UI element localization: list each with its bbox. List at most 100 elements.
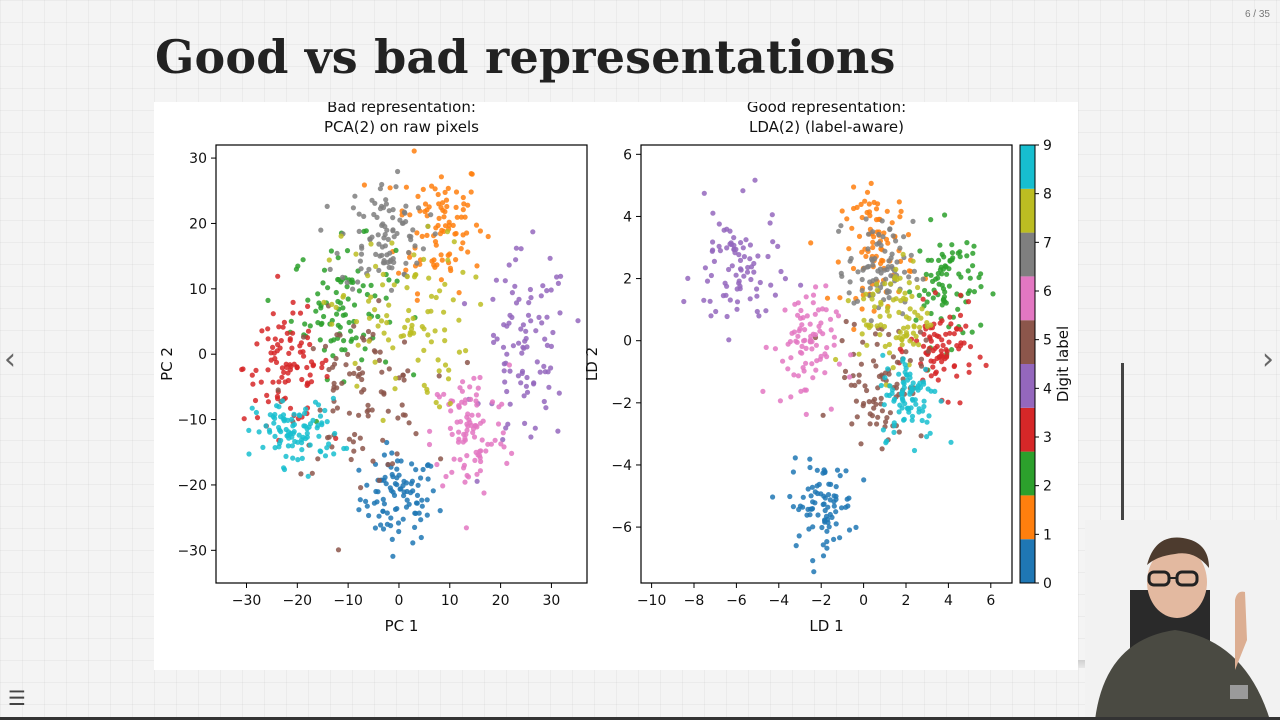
data-point bbox=[870, 398, 876, 405]
data-point bbox=[378, 318, 385, 324]
data-point bbox=[507, 401, 513, 407]
data-point bbox=[478, 301, 484, 307]
data-point bbox=[910, 397, 916, 403]
data-point bbox=[389, 240, 395, 246]
data-point bbox=[944, 353, 950, 359]
data-point bbox=[456, 404, 462, 410]
data-point bbox=[716, 243, 722, 249]
data-point bbox=[424, 512, 430, 518]
data-point bbox=[809, 361, 815, 367]
x-tick-label: −30 bbox=[232, 593, 262, 609]
data-point bbox=[905, 232, 912, 238]
data-point bbox=[829, 514, 835, 520]
data-point bbox=[934, 355, 940, 361]
data-point bbox=[338, 233, 344, 239]
slide-title: Good vs bad representations bbox=[155, 30, 896, 84]
data-point bbox=[298, 340, 304, 346]
data-point bbox=[785, 366, 791, 372]
data-point bbox=[396, 528, 402, 535]
data-point bbox=[966, 369, 972, 375]
data-point bbox=[825, 516, 831, 522]
data-point bbox=[810, 292, 817, 298]
data-point bbox=[421, 326, 427, 332]
data-point bbox=[528, 434, 534, 440]
data-point bbox=[796, 328, 802, 334]
data-point bbox=[464, 427, 470, 433]
data-point bbox=[408, 237, 414, 243]
data-point bbox=[341, 445, 347, 452]
data-point bbox=[249, 372, 255, 378]
data-point bbox=[785, 341, 791, 347]
data-point bbox=[885, 240, 891, 246]
data-point bbox=[864, 387, 870, 394]
next-slide-button[interactable]: › bbox=[1262, 342, 1274, 377]
data-point bbox=[410, 315, 416, 321]
data-point bbox=[447, 425, 453, 431]
data-point bbox=[772, 346, 779, 352]
data-point bbox=[751, 260, 757, 267]
data-point bbox=[920, 276, 926, 282]
colorbar-tick-label: 0 bbox=[1043, 576, 1052, 592]
data-point bbox=[863, 322, 870, 328]
data-point bbox=[769, 212, 775, 218]
data-point bbox=[337, 332, 343, 338]
data-point bbox=[359, 376, 365, 383]
data-point bbox=[897, 288, 903, 294]
data-point bbox=[897, 245, 903, 251]
data-point bbox=[366, 315, 373, 321]
data-point bbox=[820, 542, 826, 548]
data-point bbox=[823, 283, 829, 289]
data-point bbox=[426, 204, 432, 210]
data-point bbox=[406, 420, 412, 426]
data-point bbox=[531, 381, 537, 387]
data-point bbox=[790, 504, 797, 510]
data-point bbox=[428, 293, 435, 299]
data-point bbox=[342, 312, 348, 318]
data-point bbox=[827, 316, 834, 322]
data-point bbox=[415, 193, 421, 199]
data-point bbox=[271, 350, 277, 356]
data-point bbox=[490, 296, 496, 302]
data-point bbox=[428, 339, 434, 345]
data-point bbox=[360, 445, 366, 452]
data-point bbox=[556, 390, 562, 396]
data-point bbox=[845, 298, 851, 304]
data-point bbox=[367, 236, 373, 242]
data-point bbox=[557, 310, 563, 316]
data-point bbox=[747, 242, 754, 248]
data-point bbox=[897, 329, 903, 335]
data-point bbox=[355, 342, 361, 348]
data-point bbox=[701, 297, 707, 303]
data-point bbox=[808, 240, 814, 246]
data-point bbox=[385, 337, 392, 343]
data-point bbox=[803, 411, 809, 417]
data-point bbox=[297, 310, 304, 316]
data-point bbox=[907, 306, 913, 312]
data-point bbox=[516, 296, 522, 302]
data-point bbox=[869, 296, 875, 302]
data-point bbox=[681, 298, 687, 305]
menu-button[interactable]: ☰ bbox=[8, 686, 26, 710]
data-point bbox=[833, 484, 839, 490]
data-point bbox=[935, 377, 941, 383]
data-point bbox=[377, 349, 383, 355]
data-point bbox=[844, 216, 850, 222]
prev-slide-button[interactable]: ‹ bbox=[4, 342, 16, 377]
data-point bbox=[949, 257, 955, 263]
data-point bbox=[340, 305, 346, 311]
data-point bbox=[938, 348, 944, 354]
data-point bbox=[807, 339, 813, 345]
data-point bbox=[462, 214, 468, 220]
data-point bbox=[900, 251, 906, 257]
data-point bbox=[854, 298, 861, 304]
data-point bbox=[366, 311, 372, 317]
data-point bbox=[768, 282, 774, 288]
data-point bbox=[820, 553, 827, 559]
data-point bbox=[882, 343, 888, 349]
x-tick-label: 20 bbox=[492, 593, 510, 609]
data-point bbox=[504, 351, 510, 357]
data-point bbox=[407, 212, 413, 218]
data-point bbox=[918, 433, 924, 439]
data-point bbox=[379, 181, 385, 188]
data-point bbox=[445, 376, 452, 382]
